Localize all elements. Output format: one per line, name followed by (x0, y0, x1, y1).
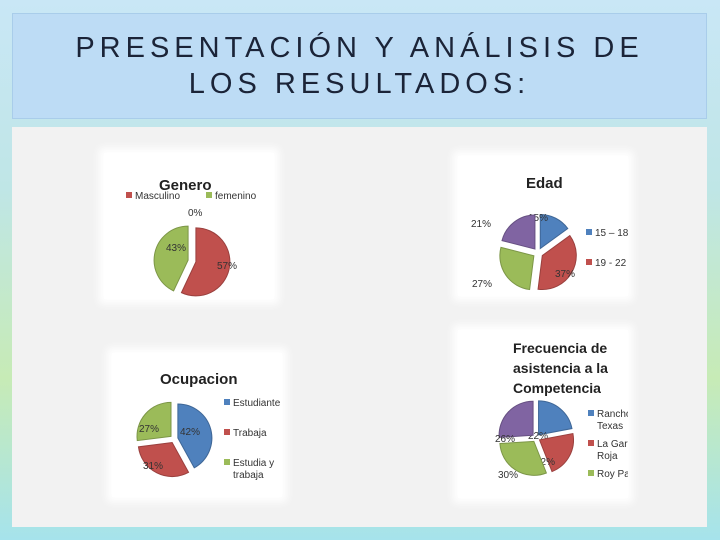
legend-swatch (224, 399, 230, 405)
data-label: 31% (143, 461, 163, 472)
pie-slice (538, 400, 573, 436)
legend-label: Texas (597, 421, 623, 432)
pie-slice (137, 442, 190, 478)
data-label: 21% (471, 219, 491, 230)
legend-swatch (586, 259, 592, 265)
pie-chart-svg: Ocupacion Estudiante Trabaja Estudia ytraba… (136, 371, 281, 481)
legend-label: Estudiante (233, 398, 281, 409)
chart-frecuencia: Frecuencia de asistencia a la Competencia R… (458, 330, 628, 498)
title-bar: PRESENTACIÓN Y ANÁLISIS DE LOS RESULTADO… (12, 13, 707, 119)
chart-edad: Edad 15 – 18 19 - 22 15% 37% 27% 21% (458, 156, 628, 296)
data-label: 26% (495, 434, 515, 445)
pie-slice (153, 225, 189, 292)
legend-label: Roja (597, 451, 618, 462)
pie-slice (499, 440, 548, 476)
chart-title: Ocupacion (160, 371, 238, 388)
pie-slice (498, 400, 534, 438)
data-label: 27% (472, 279, 492, 290)
data-label: 22% (528, 431, 548, 442)
legend-label: 19 - 22 (595, 258, 627, 269)
legend-label: La Garza (597, 439, 628, 450)
legend-swatch (588, 410, 594, 416)
pie-chart-svg: Frecuencia de asistencia a la Competencia R… (495, 340, 628, 481)
chart-title: Frecuencia de (513, 340, 607, 356)
pie-slice (177, 403, 213, 469)
chart-title: Genero (159, 177, 212, 194)
legend-swatch (224, 429, 230, 435)
pie-chart-svg: Edad 15 – 18 19 - 22 15% 37% 27% 21% (471, 175, 628, 291)
pie-slice (538, 432, 574, 473)
data-label: 37% (555, 269, 575, 280)
pie-slice (537, 234, 577, 291)
pie-slice (539, 214, 569, 250)
chart-title: Competencia (513, 380, 601, 396)
legend-swatch (588, 440, 594, 446)
pie-slice (499, 246, 535, 291)
chart-genero: Genero Masculino femenino 57% 43% 0% (104, 153, 274, 299)
slide-title: PRESENTACIÓN Y ANÁLISIS DE LOS RESULTADO… (75, 32, 644, 100)
legend-label: Roy Park (597, 469, 628, 480)
chart-title: Edad (526, 175, 563, 192)
data-label: 30% (498, 470, 518, 481)
pie-slice (136, 401, 172, 442)
legend-swatch (126, 192, 132, 198)
legend-swatch (588, 470, 594, 476)
legend-label: Masculino (135, 191, 180, 202)
legend-label: trabaja (233, 470, 264, 481)
legend-swatch (224, 459, 230, 465)
data-label: 0% (188, 208, 203, 219)
legend-label: femenino (215, 191, 257, 202)
data-label: 27% (139, 424, 159, 435)
chart-ocupacion: Ocupacion Estudiante Trabaja Estudia y traba… (112, 353, 282, 497)
legend-swatch (586, 229, 592, 235)
legend-label: 15 – 18 (595, 228, 628, 239)
data-label: 43% (166, 243, 186, 254)
data-label: 22% (535, 457, 555, 468)
data-label: 42% (180, 427, 200, 438)
chart-title: asistencia a la (513, 360, 608, 376)
legend-swatch (206, 192, 212, 198)
pie-slice (501, 214, 536, 250)
legend-label: Rancho (597, 409, 628, 420)
data-label: 15% (528, 213, 548, 224)
legend-label: Trabaja (233, 428, 267, 439)
pie-slice (180, 227, 231, 297)
content-area: Genero Masculino femenino 57% 43% 0% Edad 15 –… (12, 127, 707, 527)
data-label: 57% (217, 261, 237, 272)
legend-label: Estudia y (233, 458, 274, 469)
